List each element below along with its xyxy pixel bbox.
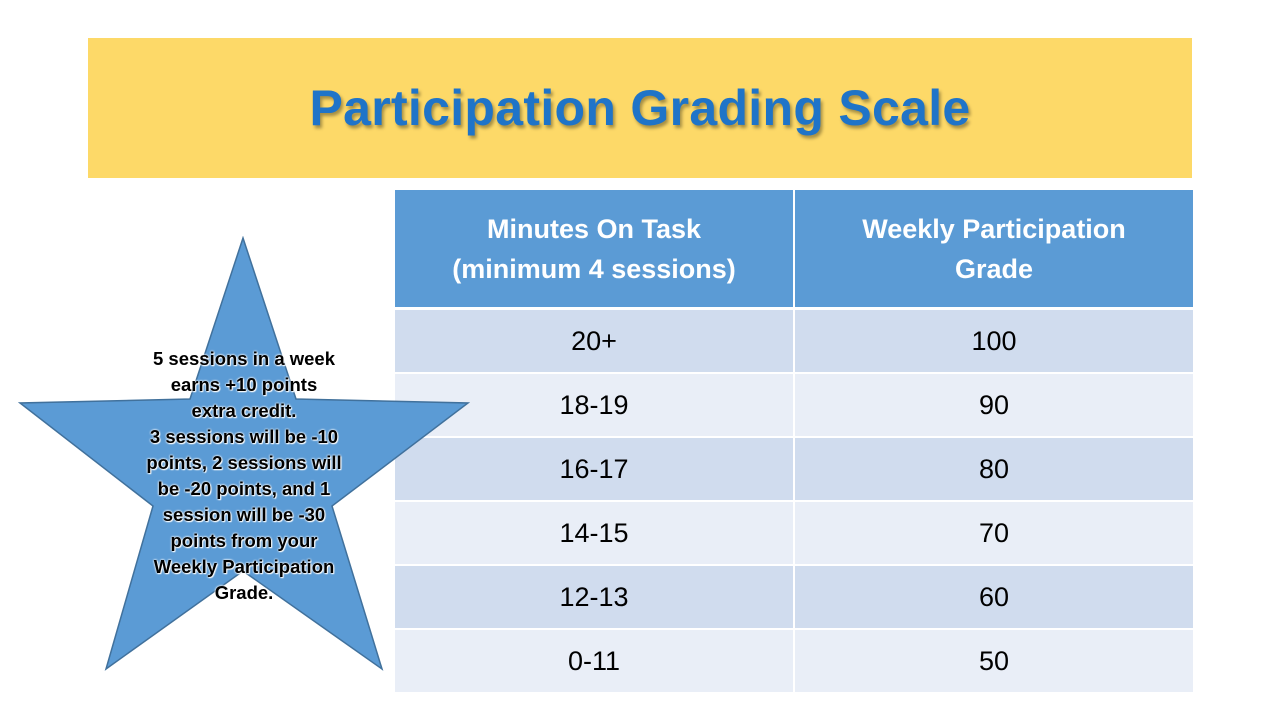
table-row: 18-19 90 — [395, 373, 1193, 438]
grade-cell: 50 — [794, 629, 1193, 694]
grade-cell: 100 — [794, 308, 1193, 374]
grading-scale-table: Minutes On Task (minimum 4 sessions) Wee… — [395, 190, 1193, 694]
table-row: 12-13 60 — [395, 565, 1193, 630]
star-note-line: 3 sessions will be -10 — [149, 426, 339, 447]
table-row: 0-11 50 — [395, 629, 1193, 694]
minutes-cell: 0-11 — [395, 629, 795, 694]
table-row: 14-15 70 — [395, 501, 1193, 566]
star-note-line: 5 sessions in a week — [152, 348, 336, 369]
header-line: Weekly Participation — [862, 213, 1126, 244]
star-note-line: Weekly Participation — [153, 556, 335, 577]
title-banner: Participation Grading Scale — [88, 38, 1192, 178]
star-note-line: points from your — [170, 530, 318, 551]
table-row: 16-17 80 — [395, 437, 1193, 502]
star-callout: 5 sessions in a week earns +10 points ex… — [18, 236, 470, 672]
grade-cell: 90 — [794, 373, 1193, 438]
minutes-cell: 14-15 — [395, 501, 795, 566]
star-note-line: session will be -30 — [162, 504, 326, 525]
star-shape — [18, 236, 470, 671]
page-title: Participation Grading Scale — [309, 80, 971, 136]
star-note-line: points, 2 sessions will — [146, 452, 342, 473]
minutes-cell: 20+ — [395, 308, 795, 374]
star-note-line: extra credit. — [191, 400, 297, 421]
grade-cell: 70 — [794, 501, 1193, 566]
header-line: (minimum 4 sessions) — [452, 253, 736, 284]
minutes-cell: 12-13 — [395, 565, 795, 630]
header-weekly-participation-grade: Weekly Participation Grade — [794, 190, 1193, 310]
star-note-line: be -20 points, and 1 — [157, 478, 331, 499]
grade-cell: 60 — [794, 565, 1193, 630]
star-note-line: earns +10 points — [170, 374, 318, 395]
header-minutes-on-task: Minutes On Task (minimum 4 sessions) — [395, 190, 795, 310]
header-line: Minutes On Task — [486, 213, 702, 244]
table-header-row: Minutes On Task (minimum 4 sessions) Wee… — [395, 190, 1193, 310]
minutes-cell: 16-17 — [395, 437, 795, 502]
star-icon — [18, 236, 470, 671]
star-note-text: 5 sessions in a week earns +10 points ex… — [123, 346, 365, 606]
grade-cell: 80 — [794, 437, 1193, 502]
star-note-line: Grade. — [214, 582, 274, 603]
table-row: 20+ 100 — [395, 308, 1193, 374]
header-line: Grade — [954, 253, 1034, 284]
